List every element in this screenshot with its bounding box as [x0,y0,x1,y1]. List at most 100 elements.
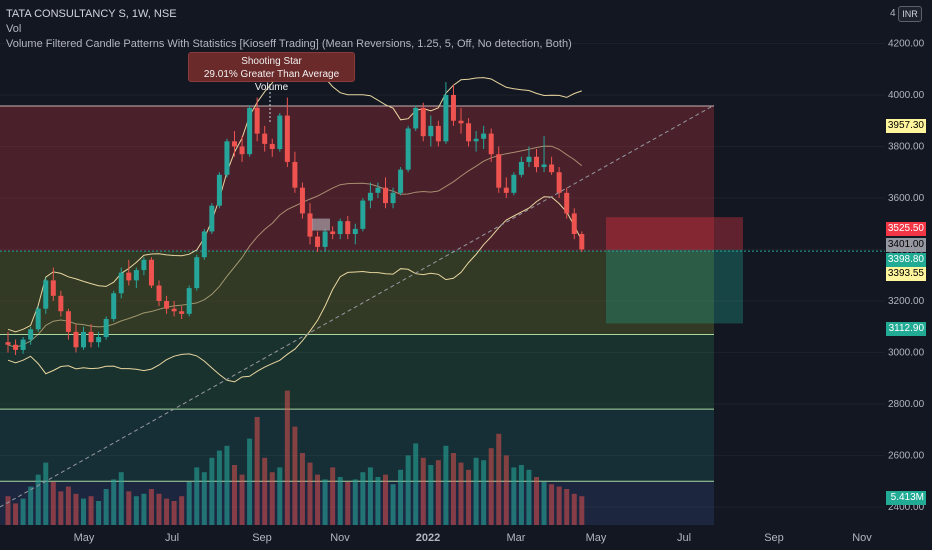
candle[interactable] [81,326,86,350]
candle[interactable] [171,300,177,317]
candle[interactable] [360,197,366,232]
candle[interactable] [450,84,456,126]
candle[interactable] [564,187,570,219]
candle[interactable] [156,280,162,307]
candle[interactable] [420,102,426,142]
volume-bar [405,455,411,525]
candle[interactable] [518,156,524,178]
currency-button[interactable]: INR [898,6,922,22]
candle[interactable] [209,203,215,235]
candle[interactable] [65,308,71,340]
volume-indicator-label[interactable]: Vol [6,23,22,35]
candle[interactable] [269,138,275,157]
volume-bar [239,474,245,525]
candle[interactable] [247,105,253,157]
candle-body [156,285,162,301]
study-indicator-label[interactable]: Volume Filtered Candle Patterns With Sta… [6,38,572,50]
candle[interactable] [43,277,49,314]
grid [0,42,885,508]
candle[interactable] [194,254,200,291]
candle[interactable] [579,231,585,253]
candle[interactable] [405,125,411,173]
candle[interactable] [390,187,396,209]
candle[interactable] [141,257,147,276]
candle[interactable] [88,324,94,348]
volume-bar [269,472,275,525]
candle[interactable] [224,138,230,178]
candle[interactable] [118,267,124,299]
candle[interactable] [322,228,328,253]
volume-bar [164,498,170,525]
candle[interactable] [526,146,532,168]
candle[interactable] [330,226,336,240]
candle[interactable] [571,208,577,240]
y-tick-label: 2800.00 [888,399,925,410]
candle[interactable] [262,125,268,152]
candle[interactable] [315,231,321,253]
pattern-marker [312,218,330,231]
target-zone[interactable] [606,249,743,324]
candle[interactable] [232,131,237,157]
volume-bar [383,474,388,525]
candle[interactable] [20,337,26,354]
candle[interactable] [96,331,102,348]
candle[interactable] [5,331,11,353]
trend-line[interactable] [0,104,715,508]
candle[interactable] [148,257,154,289]
candle[interactable] [375,182,381,198]
candle[interactable] [58,290,64,317]
candle[interactable] [299,182,305,219]
candle[interactable] [367,182,373,209]
candle[interactable] [216,172,222,209]
candle[interactable] [73,324,79,353]
candle[interactable] [443,82,449,144]
candle[interactable] [496,146,502,193]
candle[interactable] [481,125,487,150]
volume-bar [428,465,434,525]
candle-body [194,257,200,289]
candle[interactable] [35,306,41,332]
volume-bar [450,453,456,525]
candle[interactable] [549,156,555,175]
candle[interactable] [103,316,109,340]
candle[interactable] [126,259,132,286]
candle[interactable] [458,107,464,134]
candle[interactable] [466,118,472,147]
candle[interactable] [428,115,434,147]
candle[interactable] [473,131,479,152]
candle[interactable] [307,203,313,245]
candle-body [488,133,494,155]
candle[interactable] [511,172,517,196]
candle[interactable] [186,285,192,317]
candle[interactable] [503,177,509,198]
candle[interactable] [164,295,170,314]
stop-zone[interactable] [606,217,743,250]
candle[interactable] [556,167,562,198]
candle[interactable] [534,149,539,173]
candle[interactable] [28,326,34,345]
candle[interactable] [398,167,404,196]
candle[interactable] [345,216,351,240]
candle[interactable] [50,267,56,301]
candle[interactable] [413,105,419,132]
candle[interactable] [292,151,298,193]
candle[interactable] [352,223,358,245]
candle[interactable] [488,128,494,162]
candle[interactable] [435,120,441,147]
volume-bar [247,438,253,525]
candle[interactable] [541,136,547,173]
candle[interactable] [13,339,19,356]
candle[interactable] [284,97,290,168]
candle[interactable] [277,113,283,152]
candle[interactable] [111,290,117,322]
candle[interactable] [239,136,245,162]
candle[interactable] [383,177,388,209]
candle[interactable] [133,267,139,289]
symbol-title[interactable]: TATA CONSULTANCY S, 1W, NSE [6,8,177,20]
candle-body [518,161,524,175]
candle[interactable] [179,306,185,319]
candle[interactable] [337,218,343,240]
candle[interactable] [254,97,260,142]
candle[interactable] [201,228,207,260]
